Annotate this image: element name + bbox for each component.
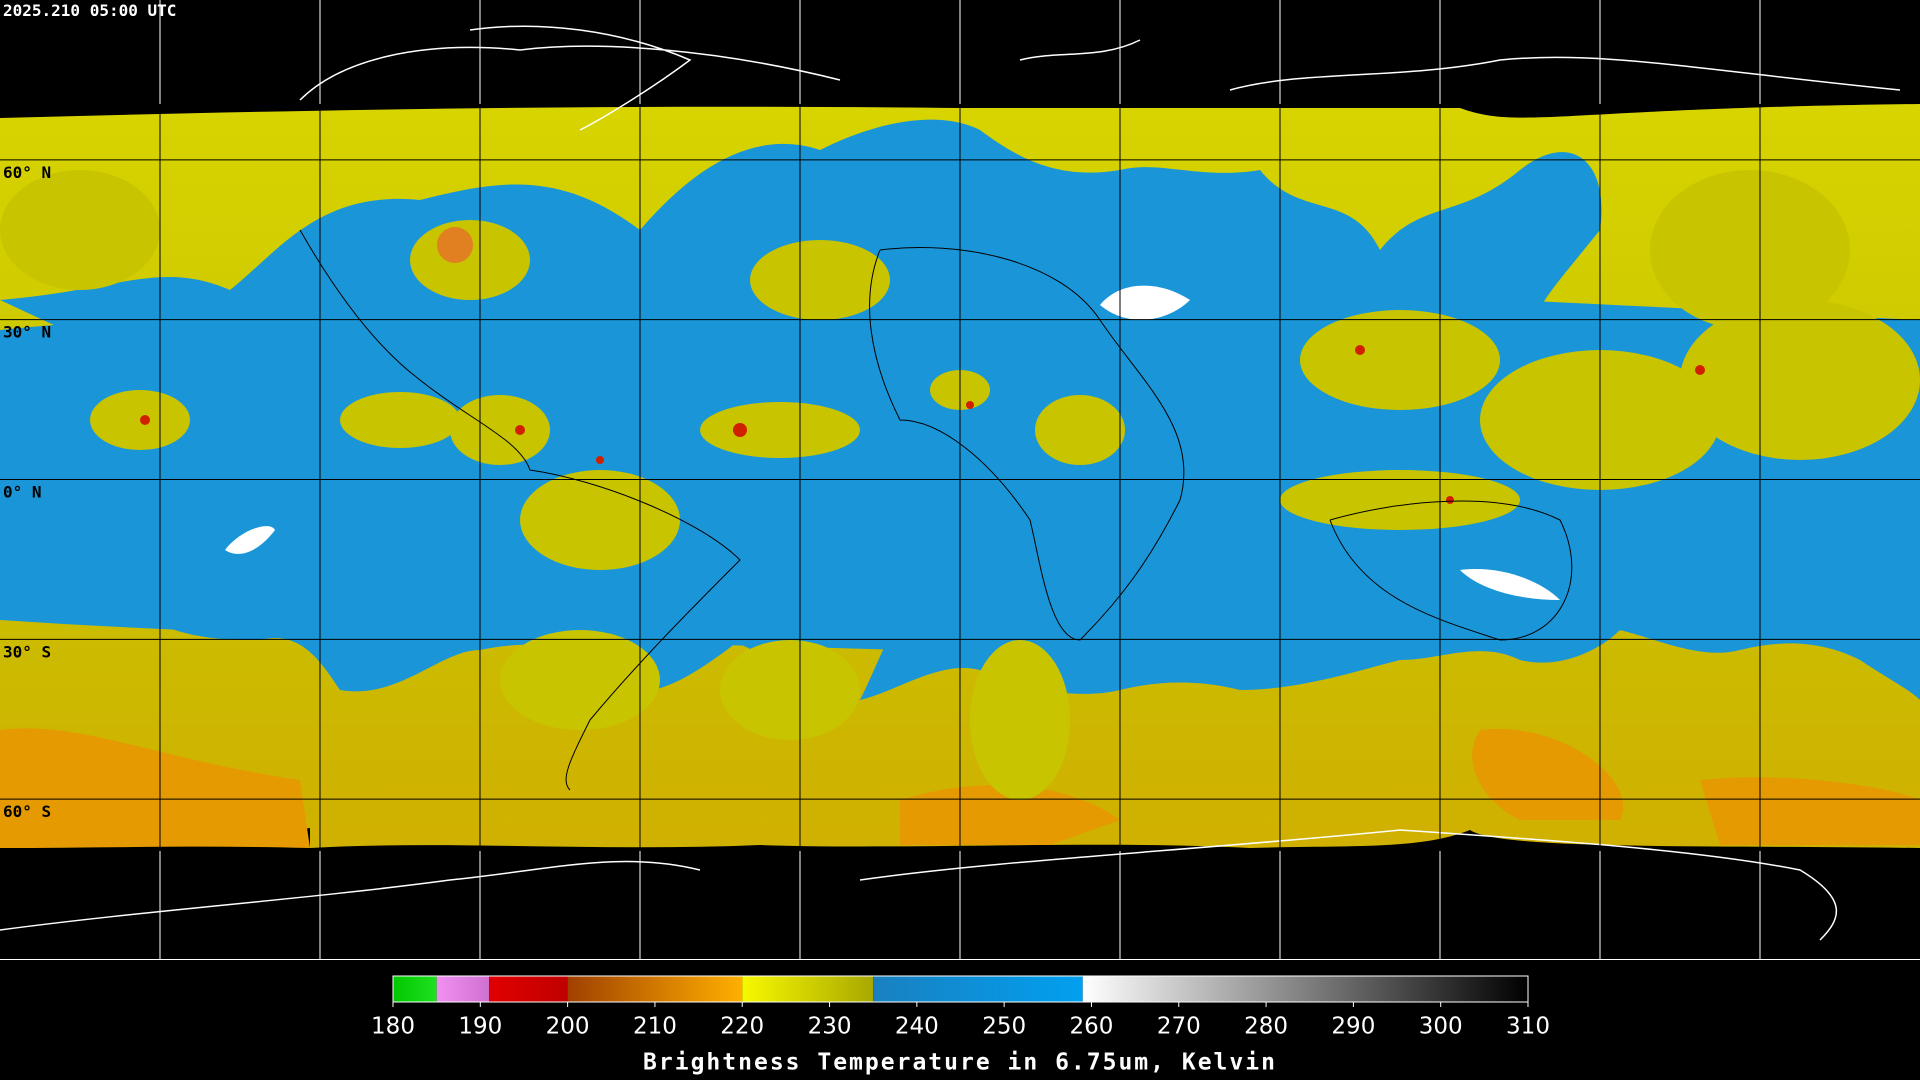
colorbar-tick-label: 220 [720, 1014, 764, 1040]
latitude-label: 60° N [3, 163, 51, 182]
latitude-label: 30° S [3, 642, 51, 661]
colorbar-tick-label: 300 [1419, 1014, 1463, 1040]
colorbar-tick-label: 190 [458, 1014, 502, 1040]
colorbar-tick-label: 260 [1070, 1014, 1114, 1040]
colorbar-segment [436, 976, 490, 1002]
colorbar-tick-label: 270 [1157, 1014, 1201, 1040]
longitude-lines-polar [159, 0, 1761, 959]
storm [437, 227, 473, 263]
colorbar-segment [873, 976, 1083, 1002]
colorbar-segment [567, 976, 743, 1002]
colorbar-tick-label: 200 [546, 1014, 590, 1040]
latitude-label: 60° S [3, 802, 51, 821]
colorbar-segment [1082, 976, 1528, 1002]
colorbar-tick-label: 280 [1244, 1014, 1288, 1040]
colorbar: 180 190 200 210 220 230 240 250 260 270 280 290 300 3… [371, 975, 1550, 1040]
coastlines [0, 25, 1901, 941]
latitude-label: 30° N [3, 323, 51, 342]
colorbar-tick-label: 180 [371, 1014, 415, 1040]
colorbar-segment [393, 976, 437, 1002]
timestamp: 2025.210 05:00 UTC [3, 1, 176, 20]
colorbar-title: Brightness Temperature in 6.75um, Kelvin [643, 1050, 1277, 1076]
satellite-map: 60° N 30° N 0° N 30° S 60° S 2025.210 05:00 … [0, 0, 1920, 959]
cold-tops [140, 345, 1705, 504]
colorbar-tick-label: 210 [633, 1014, 677, 1040]
borders [299, 229, 1573, 791]
colorbar-frame [392, 975, 1529, 1003]
latitude-label: 0° N [3, 483, 42, 502]
latitude-grid: 60° N 30° N 0° N 30° S 60° S [0, 159, 1920, 821]
colorbar-segment [489, 976, 568, 1002]
colorbar-tick-label: 290 [1331, 1014, 1375, 1040]
colorbar-tick-label: 250 [982, 1014, 1026, 1040]
warm-spots [225, 285, 1560, 600]
colorbar-tick-label: 230 [808, 1014, 852, 1040]
colorbar-segment [742, 976, 874, 1002]
colorbar-tick-label: 240 [895, 1014, 939, 1040]
colorbar-tick-label: 310 [1506, 1014, 1550, 1040]
